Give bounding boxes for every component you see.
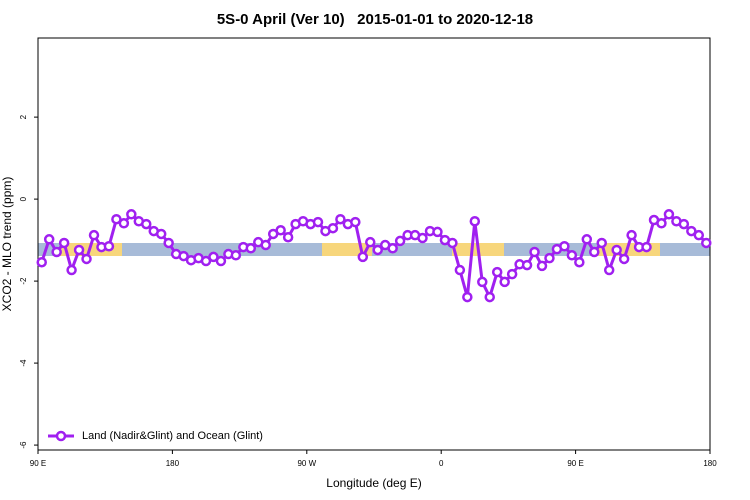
x-tick-label: 180 bbox=[703, 459, 717, 468]
data-point bbox=[260, 239, 271, 251]
data-point bbox=[521, 259, 533, 271]
data-point bbox=[477, 276, 488, 288]
data-point bbox=[155, 228, 167, 240]
data-point bbox=[215, 255, 227, 267]
data-point bbox=[365, 236, 376, 248]
legend-label: Land (Nadir&Glint) and Ocean (Glint) bbox=[82, 430, 263, 442]
data-point bbox=[141, 218, 152, 230]
data-point bbox=[163, 237, 174, 249]
data-point bbox=[678, 218, 690, 230]
y-tick-label: 2 bbox=[19, 114, 28, 119]
x-tick-label: 90 E bbox=[30, 459, 46, 468]
data-point bbox=[611, 244, 622, 256]
y-axis-label: XCO2 - MLO trend (ppm) bbox=[0, 177, 14, 312]
y-tick-label: 0 bbox=[19, 196, 28, 201]
data-point bbox=[81, 253, 92, 265]
data-point bbox=[66, 264, 77, 276]
data-point bbox=[544, 252, 555, 264]
y-tick-label: -6 bbox=[19, 441, 28, 449]
data-point bbox=[126, 209, 137, 220]
data-point bbox=[36, 256, 47, 268]
y-tick-label: -4 bbox=[19, 359, 28, 367]
data-point bbox=[596, 237, 607, 249]
data-point bbox=[312, 216, 324, 228]
data-point bbox=[603, 264, 615, 276]
data-point bbox=[663, 209, 675, 220]
data-point bbox=[506, 268, 518, 280]
data-point bbox=[641, 241, 652, 253]
data-point bbox=[559, 241, 570, 252]
data-point bbox=[208, 251, 219, 263]
data-point bbox=[686, 225, 697, 237]
legend-marker bbox=[55, 430, 67, 442]
x-axis-label: Longitude (deg E) bbox=[326, 476, 421, 490]
data-point bbox=[275, 225, 286, 236]
data-point bbox=[491, 266, 503, 278]
data-point bbox=[43, 234, 55, 245]
data-point bbox=[701, 237, 712, 249]
data-point bbox=[230, 250, 242, 261]
data-point bbox=[88, 229, 100, 241]
data-point bbox=[529, 246, 540, 258]
x-tick-label: 180 bbox=[166, 459, 180, 468]
data-point bbox=[566, 250, 578, 261]
data-point bbox=[656, 218, 667, 229]
data-point bbox=[536, 260, 548, 272]
data-point bbox=[499, 276, 510, 288]
x-tick-label: 90 W bbox=[297, 459, 316, 468]
data-point bbox=[581, 234, 593, 245]
data-point bbox=[118, 218, 130, 229]
data-point bbox=[51, 246, 62, 258]
data-point bbox=[387, 243, 398, 254]
data-point bbox=[626, 229, 637, 241]
data-point bbox=[462, 291, 473, 303]
data-point bbox=[58, 237, 70, 249]
data-point bbox=[178, 250, 189, 262]
chart-title: 5S-0 April (Ver 10) 2015-01-01 to 2020-1… bbox=[217, 11, 533, 28]
data-point bbox=[394, 235, 406, 247]
data-point bbox=[327, 222, 339, 234]
data-point bbox=[73, 244, 85, 256]
data-point bbox=[589, 246, 600, 258]
data-point bbox=[372, 244, 383, 256]
data-point bbox=[357, 251, 369, 263]
data-point bbox=[693, 229, 705, 241]
data-point bbox=[245, 243, 257, 254]
data-point bbox=[282, 231, 294, 243]
data-point bbox=[417, 232, 428, 244]
data-point bbox=[432, 226, 443, 238]
data-point bbox=[111, 213, 122, 225]
data-point bbox=[484, 291, 495, 303]
data-point bbox=[454, 264, 466, 276]
y-tick-label: -2 bbox=[19, 277, 28, 285]
data-point bbox=[447, 237, 458, 249]
data-point bbox=[469, 215, 481, 227]
data-point bbox=[350, 216, 361, 228]
data-point bbox=[200, 255, 212, 267]
data-point bbox=[618, 253, 630, 265]
x-tick-label: 0 bbox=[439, 459, 444, 468]
x-tick-label: 90 E bbox=[567, 459, 583, 468]
data-point bbox=[335, 213, 346, 225]
data-point bbox=[574, 256, 585, 268]
data-point bbox=[103, 241, 115, 252]
